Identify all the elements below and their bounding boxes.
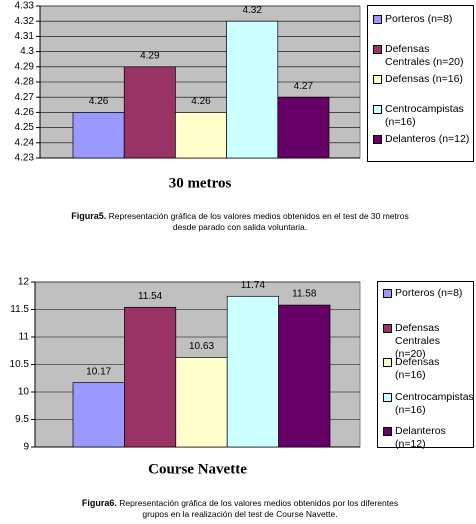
y-tick-label: 4.24	[15, 137, 35, 148]
bar	[72, 112, 125, 159]
legend-entry: Centrocampistas (n=16)	[373, 103, 471, 129]
legend-swatch	[373, 75, 382, 84]
value-label: 4.29	[140, 50, 160, 61]
value-label: 10.63	[189, 341, 214, 352]
y-tick-label: 10.5	[10, 359, 30, 370]
y-tick-label: 12	[18, 277, 30, 288]
bar	[175, 357, 228, 448]
bar	[226, 295, 279, 448]
y-tick-label: 4.25	[15, 122, 35, 133]
legend-label: Defensas (n=16)	[395, 356, 440, 381]
bar	[123, 66, 176, 159]
value-label: 4.26	[191, 96, 211, 107]
y-tick-label: 9.5	[15, 414, 29, 425]
value-label: 4.26	[89, 96, 109, 107]
legend-swatch	[373, 105, 382, 114]
legend-swatch	[383, 289, 392, 298]
legend-label: Centrocampistas (n=16)	[395, 390, 474, 416]
chart-title: 30 metros	[169, 175, 232, 191]
y-tick-label: 4.23	[15, 153, 35, 164]
legend-label: Defensas Centrales (n=20)	[395, 321, 440, 360]
bar	[72, 382, 125, 448]
legend-label: Porteros (n=8)	[395, 287, 463, 299]
value-label: 11.54	[138, 291, 163, 302]
y-tick-label: 11.5	[10, 304, 29, 315]
bar	[175, 112, 227, 159]
legend-label: Delanteros (n=12)	[385, 133, 470, 145]
caption: Figura6. Representación gráfica de los v…	[70, 498, 410, 520]
bar	[226, 20, 279, 159]
caption: Figura5. Representación gráfica de los v…	[70, 211, 410, 233]
legend-entry: Defensas (n=16)	[373, 73, 471, 86]
value-label: 11.74	[241, 280, 266, 291]
legend-swatch	[383, 358, 392, 367]
caption-text: Representación gráfica de los valores me…	[108, 211, 409, 232]
legend-entry: Centrocampistas (n=16)	[383, 390, 474, 417]
legend-entry: Defensas Centrales (n=20)	[373, 43, 471, 69]
legend-label: Porteros (n=8)	[385, 13, 453, 25]
legend-swatch	[383, 392, 392, 402]
legend-entry: Delanteros (n=12)	[373, 133, 471, 146]
y-tick-label: 11	[19, 332, 30, 343]
caption-text: Representación gráfica de los valores me…	[119, 498, 399, 519]
value-label: 4.32	[242, 5, 262, 16]
caption-label: Figura6.	[81, 498, 117, 508]
legend-entry: Defensas Centrales (n=20)	[383, 322, 471, 361]
y-tick-label: 4.28	[15, 77, 35, 88]
caption-label: Figura5.	[71, 211, 107, 221]
y-tick-label: 10	[18, 387, 30, 398]
legend-swatch	[383, 427, 392, 436]
legend-entry: Defensas (n=16)	[383, 356, 471, 382]
bar	[278, 304, 331, 448]
legend-label: Centrocampistas (n=16)	[385, 103, 464, 128]
legend-entry: Delanteros (n=12)	[383, 425, 471, 451]
value-label: 10.17	[86, 366, 111, 377]
bar	[124, 306, 177, 448]
legend: Porteros (n=8) Defensas Centrales (n=20) D…	[367, 5, 474, 162]
legend-swatch	[373, 15, 382, 24]
legend-swatch	[373, 135, 382, 144]
chart-title: Course Navette	[148, 461, 247, 477]
legend-label: Delanteros (n=12)	[395, 425, 446, 450]
legend: Porteros (n=8) Defensas Centrales (n=20) D…	[377, 281, 474, 451]
legend-entry: Porteros (n=8)	[383, 287, 471, 300]
legend-entry: Porteros (n=8)	[373, 13, 471, 26]
y-tick-label: 4.33	[15, 1, 35, 12]
y-tick-label: 9	[23, 442, 29, 453]
y-tick-label: 4.3	[20, 46, 34, 57]
y-tick-label: 4.31	[15, 31, 35, 42]
y-tick-label: 4.26	[15, 107, 35, 118]
value-label: 11.58	[292, 289, 317, 300]
value-label: 4.27	[294, 81, 314, 92]
legend-swatch	[383, 323, 392, 333]
y-tick-label: 4.32	[15, 16, 35, 27]
bar	[277, 96, 330, 159]
y-tick-label: 4.27	[15, 92, 35, 103]
legend-label: Defensas (n=16)	[385, 73, 463, 85]
legend-swatch	[373, 45, 382, 54]
y-tick-label: 4.29	[15, 61, 35, 72]
legend-label: Defensas Centrales (n=20)	[385, 43, 464, 68]
